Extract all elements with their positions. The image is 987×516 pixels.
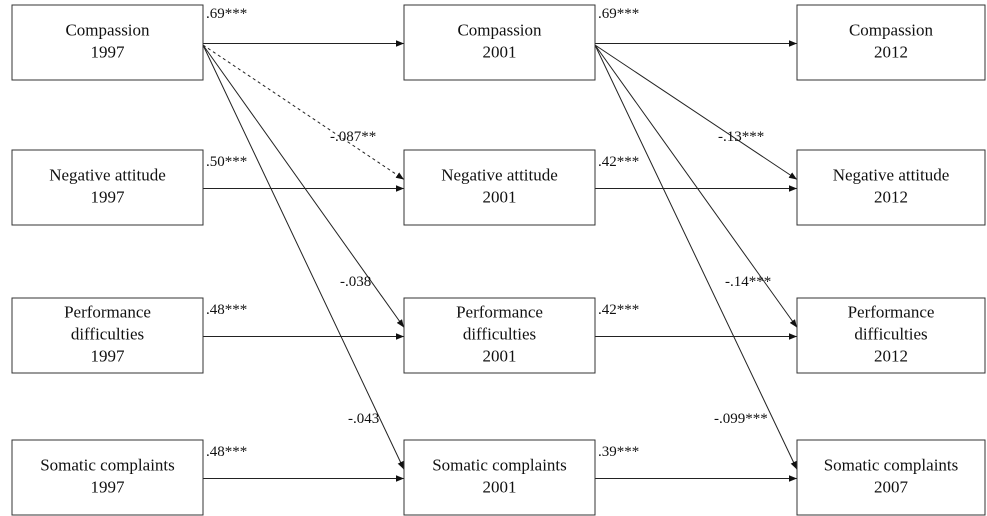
- node-label: Compassion: [457, 20, 542, 39]
- node-label: 2001: [483, 346, 517, 365]
- path-coefficient: -.038: [340, 274, 371, 290]
- node-label: 2001: [483, 187, 517, 206]
- node-label: difficulties: [463, 324, 536, 343]
- node-box: [403, 297, 596, 374]
- path-coefficient: .48***: [206, 444, 247, 460]
- node-label: difficulties: [71, 324, 144, 343]
- path-coefficient: -.087**: [330, 129, 376, 145]
- node-box: [796, 439, 986, 516]
- node-label: Performance: [64, 302, 151, 321]
- node-box: [403, 439, 596, 516]
- node-label: Somatic complaints: [40, 455, 175, 474]
- edges: .69*** .50*** .48*** .48*** .69*** .42*** .42*…: [202, 6, 798, 482]
- node-label: 2012: [874, 187, 908, 206]
- node-box: [11, 439, 204, 516]
- node-label: Compassion: [65, 20, 150, 39]
- path-arrow: [594, 44, 798, 470]
- nodes: Compassion 1997 Compassion 2001 Compassion 20…: [11, 4, 986, 516]
- node-label: 2007: [874, 477, 909, 496]
- path-arrow: [202, 44, 405, 470]
- path-coefficient: .42***: [598, 302, 639, 318]
- node-label: 2012: [874, 346, 908, 365]
- node-label: Negative attitude: [441, 165, 558, 184]
- path-coefficient: .48***: [206, 302, 247, 318]
- node-label: Compassion: [849, 20, 934, 39]
- path-arrow: [202, 44, 405, 328]
- node-box: [403, 149, 596, 226]
- node-box: [403, 4, 596, 81]
- node-label: Negative attitude: [49, 165, 166, 184]
- path-coefficient: .50***: [206, 154, 247, 170]
- node-label: 1997: [91, 477, 126, 496]
- node-label: 2001: [483, 477, 517, 496]
- node-label: 2012: [874, 42, 908, 61]
- node-label: Somatic complaints: [824, 455, 959, 474]
- node-label: 1997: [91, 42, 126, 61]
- node-label: Somatic complaints: [432, 455, 567, 474]
- node-label: difficulties: [854, 324, 927, 343]
- path-coefficient: .39***: [598, 444, 639, 460]
- path-coefficient: -.099***: [714, 411, 768, 427]
- node-label: Negative attitude: [833, 165, 950, 184]
- path-coefficient: -.13***: [718, 129, 764, 145]
- path-arrow: [594, 44, 798, 328]
- path-coefficient: .69***: [206, 6, 247, 22]
- node-box: [796, 149, 986, 226]
- path-coefficient: -.14***: [725, 274, 771, 290]
- node-label: Performance: [848, 302, 935, 321]
- path-arrow: [594, 44, 798, 180]
- node-box: [796, 297, 986, 374]
- node-box: [11, 297, 204, 374]
- path-arrow: [202, 44, 405, 180]
- node-box: [796, 4, 986, 81]
- path-coefficient: .42***: [598, 154, 639, 170]
- node-label: Performance: [456, 302, 543, 321]
- node-box: [11, 4, 204, 81]
- node-box: [11, 149, 204, 226]
- node-label: 1997: [91, 346, 126, 365]
- path-coefficient: -.043: [348, 411, 379, 427]
- node-label: 2001: [483, 42, 517, 61]
- path-coefficient: .69***: [598, 6, 639, 22]
- node-label: 1997: [91, 187, 126, 206]
